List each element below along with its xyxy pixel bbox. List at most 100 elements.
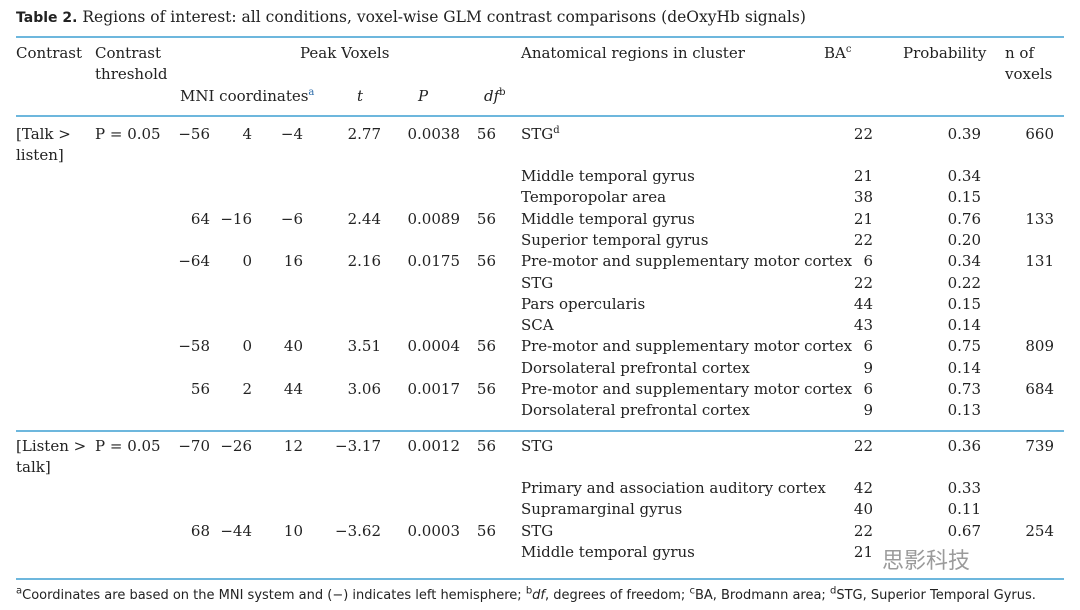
header-peak-voxels: Peak Voxels: [300, 44, 390, 62]
cell-ba: 6: [863, 337, 873, 356]
group-1-contrast-1: [Talk >: [16, 125, 71, 143]
cell-p: 0.0175: [407, 252, 461, 271]
cell-n: 684: [1025, 380, 1054, 398]
cell-z: 44: [283, 380, 303, 398]
cell-region: Primary and association auditory cortex: [521, 478, 826, 499]
cell-n: 739: [1025, 437, 1054, 455]
cell-region-sup: d: [553, 125, 560, 136]
footnote: aCoordinates are based on the MNI system…: [16, 585, 1036, 603]
cell-n: 809: [1025, 337, 1054, 356]
footnote-d: STG, Superior Temporal Gyrus.: [836, 588, 1036, 603]
cell-ba: 44: [853, 294, 873, 313]
cell-region-text: Temporopolar area: [521, 188, 667, 207]
cell-p: 0.0089: [407, 209, 461, 228]
cell-ba: 21: [853, 167, 873, 185]
cell-z: 40: [283, 337, 303, 356]
cell-ba: 43: [853, 316, 873, 335]
cell-df: 56: [476, 437, 496, 455]
cell-prob: 0.73: [947, 380, 981, 398]
cell-region-text: STG: [521, 437, 554, 455]
cell-t: 2.44: [347, 209, 381, 228]
footnote-d-sup: d: [829, 585, 837, 597]
bottom-rule: [16, 578, 1064, 580]
cell-n: 131: [1025, 252, 1054, 271]
cell-prob: 0.11: [947, 500, 981, 519]
cell-x: 64: [190, 209, 210, 228]
cell-ba: 6: [863, 380, 873, 398]
cell-region: Temporopolar area: [521, 187, 666, 208]
cell-x: 56: [190, 380, 210, 398]
header-nvox-2: voxels: [1005, 65, 1053, 83]
header-df-text: df: [484, 87, 500, 105]
cell-prob: 0.34: [947, 167, 981, 185]
cell-region-text: STG: [521, 521, 554, 540]
group-2-threshold: P = 0.05: [95, 437, 161, 455]
footnote-c: BA, Brodmann area;: [694, 588, 826, 603]
cell-region-text: SCA: [521, 316, 554, 335]
group-2-contrast-2: talk]: [16, 458, 51, 476]
cell-prob: 0.20: [947, 230, 981, 249]
cell-region: Pre-motor and supplementary motor cortex: [521, 379, 852, 400]
cell-prob: 0.33: [947, 479, 981, 497]
cell-region: STGd: [521, 124, 560, 145]
cell-ba: 21: [853, 542, 873, 561]
cell-df: 56: [476, 337, 496, 356]
cell-region-text: STG: [521, 273, 554, 292]
header-df-sup: b: [499, 87, 506, 98]
cell-region-text: Pre-motor and supplementary motor cortex: [521, 252, 853, 271]
header-mni-text: MNI coordinates: [180, 87, 309, 105]
footnote-b-sup: b: [525, 585, 533, 597]
cell-t: −3.17: [335, 437, 381, 455]
cell-t: 3.06: [347, 380, 381, 398]
top-rule: [16, 36, 1064, 38]
cell-prob: 0.14: [947, 316, 981, 335]
cell-region-text: Primary and association auditory cortex: [521, 479, 826, 497]
cell-region-text: Middle temporal gyrus: [521, 542, 695, 561]
cell-z: −6: [280, 209, 303, 228]
watermark: 思影科技: [882, 549, 971, 574]
cell-p: 0.0017: [407, 380, 461, 398]
cell-region: Middle temporal gyrus: [521, 542, 695, 563]
cell-t: 2.77: [347, 125, 381, 143]
cell-ba: 38: [853, 188, 873, 207]
group-rule: [16, 430, 1064, 432]
cell-prob: 0.76: [947, 209, 981, 228]
cell-prob: 0.15: [947, 294, 981, 313]
cell-region: Supramarginal gyrus: [521, 499, 682, 520]
header-threshold-2: threshold: [95, 65, 168, 83]
cell-z: 10: [283, 521, 303, 540]
cell-y: 2: [242, 380, 252, 398]
cell-region: Middle temporal gyrus: [521, 209, 695, 230]
cell-ba: 21: [853, 209, 873, 228]
cell-ba: 22: [853, 230, 873, 249]
cell-region: SCA: [521, 315, 554, 336]
cell-region-text: STG: [521, 125, 554, 143]
cell-t: 3.51: [347, 337, 381, 356]
header-probability: Probability: [903, 44, 987, 62]
footnote-b: , degrees of freedom;: [545, 588, 686, 603]
header-ba-sup: c: [845, 44, 852, 55]
cell-y: 4: [242, 125, 252, 143]
cell-z: 16: [283, 252, 303, 271]
cell-region-text: Dorsolateral prefrontal cortex: [521, 401, 750, 420]
cell-prob: 0.14: [947, 358, 981, 377]
cell-ba: 9: [863, 401, 873, 420]
cell-ba: 22: [853, 521, 873, 540]
cell-y: 0: [242, 337, 252, 356]
table-label: Table 2.: [16, 10, 78, 26]
cell-p: 0.0004: [407, 337, 461, 356]
footnote-a: Coordinates are based on the MNI system …: [22, 588, 522, 603]
cell-ba: 22: [853, 273, 873, 292]
cell-prob: 0.13: [947, 401, 981, 420]
cell-t: 2.16: [347, 252, 381, 271]
cell-x: −64: [178, 252, 210, 271]
cell-region: STG: [521, 436, 553, 457]
header-df: dfb: [484, 86, 506, 107]
cell-x: −56: [178, 125, 210, 143]
cell-prob: 0.39: [947, 125, 981, 143]
cell-ba: 9: [863, 358, 873, 377]
cell-n: 133: [1025, 209, 1054, 228]
cell-region-text: Superior temporal gyrus: [521, 230, 709, 249]
cell-y: −16: [220, 209, 252, 228]
footnote-c-sup: c: [689, 585, 695, 597]
